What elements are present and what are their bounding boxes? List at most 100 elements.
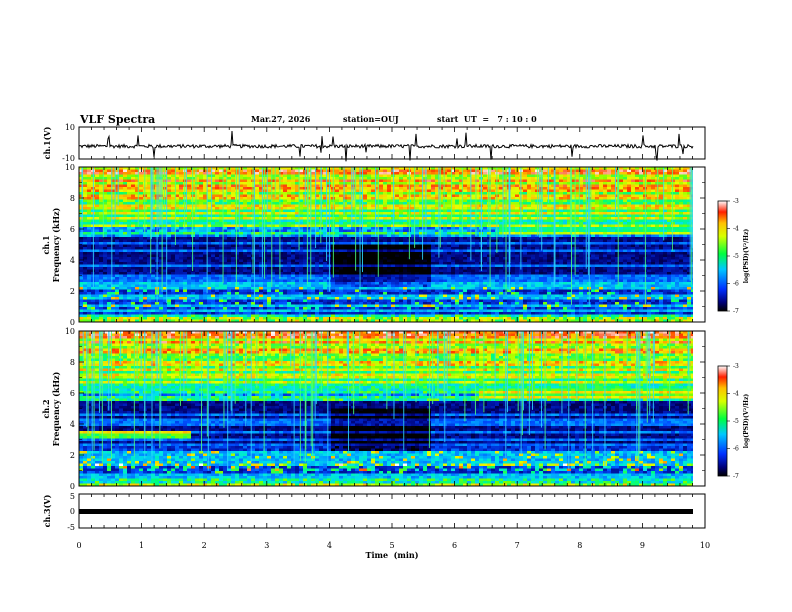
spectrogram-cell — [259, 267, 264, 270]
spectrogram-cell — [91, 289, 96, 293]
spectrogram-cell — [351, 274, 356, 278]
spectrogram-cell — [315, 264, 320, 268]
spectrogram-cell — [355, 172, 360, 175]
spectrogram-cell — [307, 192, 312, 195]
spectrogram-cell — [355, 234, 360, 238]
spectrogram-cell — [363, 222, 368, 225]
spectrogram-cell — [235, 219, 240, 223]
spectrogram-cell — [363, 207, 368, 210]
spectrogram-cell — [219, 259, 224, 263]
spectrogram-cell — [267, 217, 272, 220]
spectrogram-cell — [199, 307, 204, 310]
spectrogram-cell — [267, 239, 272, 243]
spectrogram-cell — [335, 297, 340, 300]
spectrogram-cell — [247, 182, 252, 185]
spectrogram-cell — [375, 292, 380, 295]
spectrogram-cell — [291, 197, 296, 200]
spectrogram-cell — [127, 174, 132, 178]
spectrogram-cell — [203, 167, 208, 170]
spectrogram-cell — [211, 262, 216, 265]
spectrogram-cell — [111, 217, 116, 220]
spectrogram-cell — [195, 232, 200, 235]
spectrogram-cell — [367, 249, 372, 253]
spectrogram-cell — [355, 189, 360, 193]
spectrogram-cell — [79, 272, 84, 275]
spectrogram-cell — [343, 284, 348, 288]
spectrogram-cell — [259, 259, 264, 263]
spectrogram-cell — [303, 277, 308, 280]
spectrogram-cell — [239, 239, 244, 243]
spectrogram-cell — [147, 192, 152, 195]
spectrogram-cell — [183, 237, 188, 240]
spectrogram-cell — [291, 287, 296, 290]
spectrogram-cell — [383, 234, 388, 238]
spectrogram-cell — [287, 207, 292, 210]
spectrogram-cell — [163, 184, 168, 188]
spectrogram-cell — [291, 277, 296, 280]
spectrogram-cell — [307, 262, 312, 265]
spectrogram-cell — [191, 237, 196, 240]
spectrogram-cell — [167, 229, 172, 233]
spectrogram-cell — [115, 179, 120, 183]
spectrogram-cell — [119, 277, 124, 280]
spectrogram-cell — [151, 269, 156, 273]
spectrogram-cell — [187, 282, 192, 285]
spectrogram-cell — [287, 259, 292, 263]
spectrogram-cell — [355, 177, 360, 180]
spectrogram-cell — [251, 277, 256, 280]
spectrogram-cell — [95, 309, 100, 313]
spectrogram-cell — [103, 269, 108, 273]
spectrogram-cell — [259, 294, 264, 298]
spectrogram-cell — [363, 252, 368, 255]
spectrogram-cell — [363, 234, 368, 238]
spectrogram-cell — [347, 214, 352, 218]
spectrogram-cell — [115, 187, 120, 190]
spectrogram-cell — [299, 264, 304, 268]
spectrogram-cell — [95, 272, 100, 275]
spectrogram-cell — [127, 189, 132, 193]
spectrogram-cell — [243, 307, 248, 310]
spectrogram-cell — [191, 182, 196, 185]
spectrogram-cell — [367, 269, 372, 273]
spectrogram-cell — [223, 294, 228, 298]
spectrogram-cell — [179, 279, 184, 283]
spectrogram-cell — [279, 219, 284, 223]
spectrogram-cell — [227, 317, 232, 320]
spectrogram-cell — [351, 172, 356, 175]
spectrogram-cell — [187, 312, 192, 315]
spectrogram-cell — [283, 257, 288, 260]
spectrogram-cell — [259, 252, 264, 255]
spectrogram-cell — [351, 319, 356, 322]
spectrogram-cell — [187, 262, 192, 265]
spectrogram-cell — [239, 254, 244, 258]
spectrogram-cell — [119, 177, 124, 180]
spectrogram-cell — [263, 242, 268, 245]
spectrogram-cell — [119, 269, 124, 273]
spectrogram-cell — [211, 192, 216, 195]
spectrogram-cell — [315, 284, 320, 288]
spectrogram-cell — [111, 292, 116, 295]
spectrogram-cell — [127, 187, 132, 190]
spectrogram-cell — [179, 309, 184, 313]
spectrogram-cell — [191, 204, 196, 208]
spectrogram-cell — [367, 307, 372, 310]
spectrogram-cell — [95, 197, 100, 200]
spectrogram-cell — [231, 187, 236, 190]
spectrogram-cell — [211, 217, 216, 220]
spectrogram-cell — [323, 187, 328, 190]
spectrogram-cell — [235, 252, 240, 255]
spectrogram-cell — [371, 309, 376, 313]
spectrogram-cell — [335, 169, 340, 173]
spectrogram-cell — [319, 254, 324, 258]
spectrogram-cell — [183, 167, 188, 170]
spectrogram-cell — [359, 292, 364, 295]
spectrogram-cell — [107, 189, 112, 193]
spectrogram-cell — [391, 192, 396, 195]
spectrogram-cell — [363, 307, 368, 310]
spectrogram-cell — [291, 227, 296, 230]
spectrogram-cell — [247, 259, 252, 263]
spectrogram-cell — [335, 284, 340, 288]
spectrogram-cell — [115, 307, 120, 310]
spectrogram-cell — [79, 304, 84, 308]
spectrogram-cell — [363, 264, 368, 268]
